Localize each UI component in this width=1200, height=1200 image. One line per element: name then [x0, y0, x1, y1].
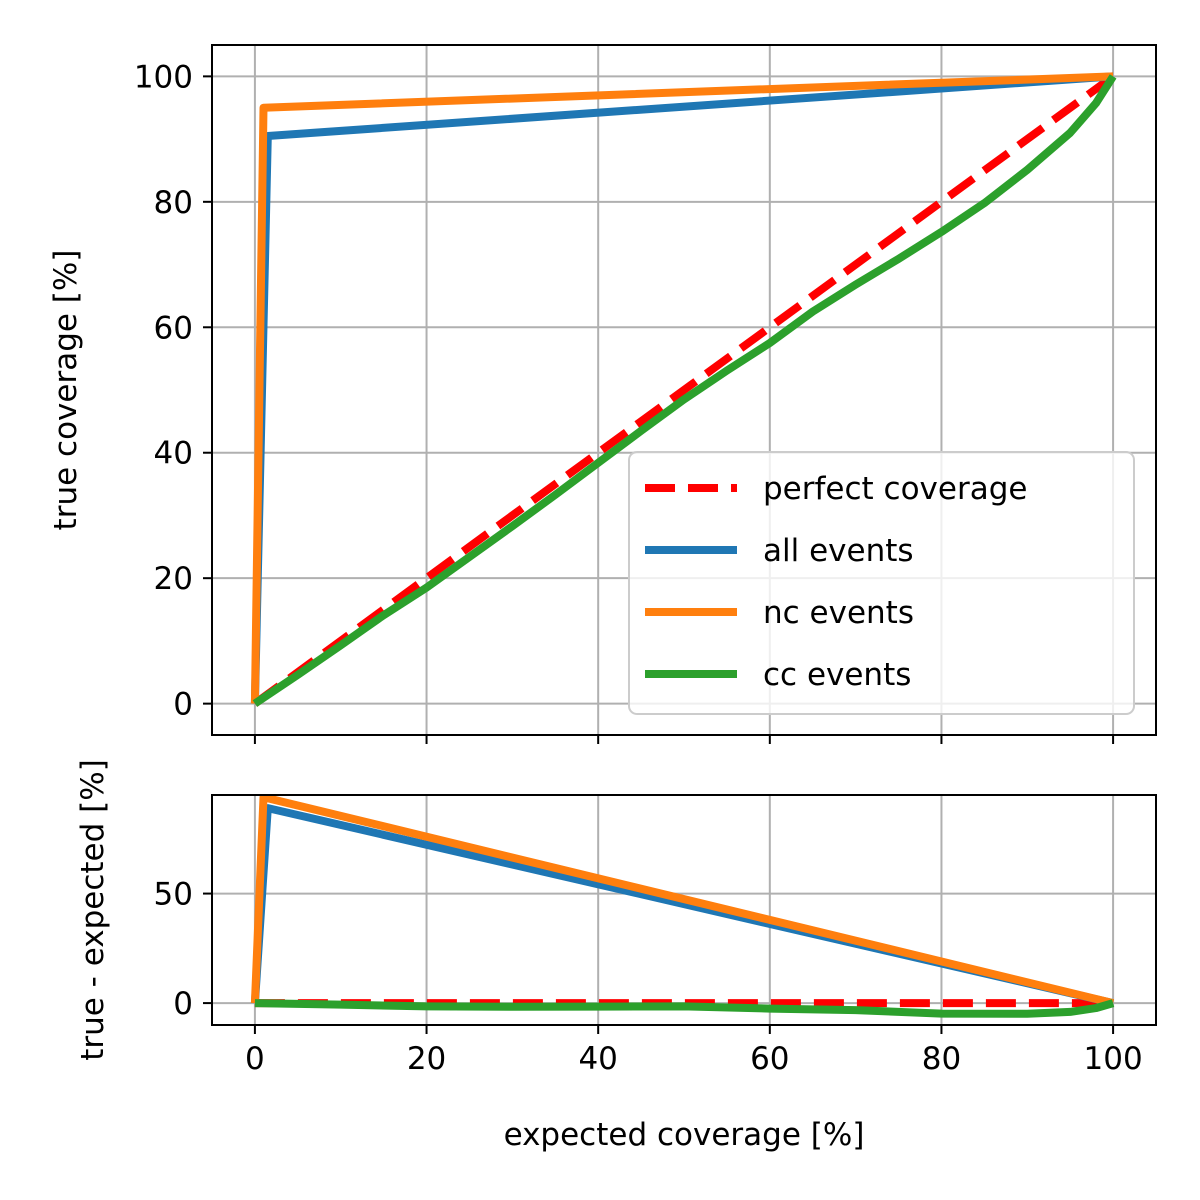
bottom-series-group: [250, 795, 1115, 1018]
top-y-tick-label: 20: [154, 561, 193, 597]
bottom-x-tick-label: 60: [750, 1041, 789, 1077]
top-series-group: [250, 72, 1117, 707]
top-y-tick-label: 80: [154, 185, 193, 221]
bottom-x-axis-label: expected coverage [%]: [504, 1117, 865, 1153]
top-perfect-coverage-line: [252, 73, 1116, 707]
legend-label-nc-events: nc events: [763, 595, 914, 631]
top-plot-frame: [211, 44, 1157, 736]
top-y-axis-label: true coverage [%]: [48, 250, 84, 531]
top-y-tick-label: 40: [154, 436, 193, 472]
legend-label-cc-events: cc events: [763, 657, 911, 693]
top-y-tick-label: 60: [154, 310, 193, 346]
bottom-x-tick-label: 100: [1084, 1041, 1143, 1077]
bottom-plot-panel: 0 20 40 60 80 100 0 50 true - expected [%] expe…: [75, 759, 1157, 1153]
top-y-tick-label: 0: [173, 687, 193, 723]
bottom-y-tick-label: 50: [154, 877, 193, 913]
bottom-nc-events-line: [250, 795, 1115, 1007]
top-y-tick-label: 100: [134, 59, 193, 95]
top-plot-panel: 0 20 40 60 80 100 true coverage [%] perfect c…: [48, 44, 1157, 744]
legend-frame: [628, 451, 1135, 715]
bottom-y-axis-label: true - expected [%]: [75, 759, 111, 1061]
bottom-plot-frame: [211, 794, 1157, 1026]
top-ticks: 0 20 40 60 80 100: [134, 59, 1115, 744]
top-nc-events-line: [250, 72, 1114, 704]
bottom-x-tick-label: 80: [922, 1041, 961, 1077]
bottom-ticks: 0 20 40 60 80 100 0 50: [154, 877, 1143, 1077]
bottom-x-tick-label: 40: [578, 1041, 617, 1077]
bottom-cc-events-line: [254, 999, 1115, 1018]
legend-label-perfect-coverage: perfect coverage: [763, 471, 1027, 507]
bottom-x-tick-label: 0: [245, 1041, 265, 1077]
top-cc-events-line: [252, 74, 1117, 707]
bottom-y-tick-label: 0: [173, 986, 193, 1022]
legend: perfect coverage all events nc events cc ev…: [628, 451, 1135, 715]
bottom-x-tick-label: 20: [407, 1041, 446, 1077]
legend-label-all-events: all events: [763, 533, 914, 569]
